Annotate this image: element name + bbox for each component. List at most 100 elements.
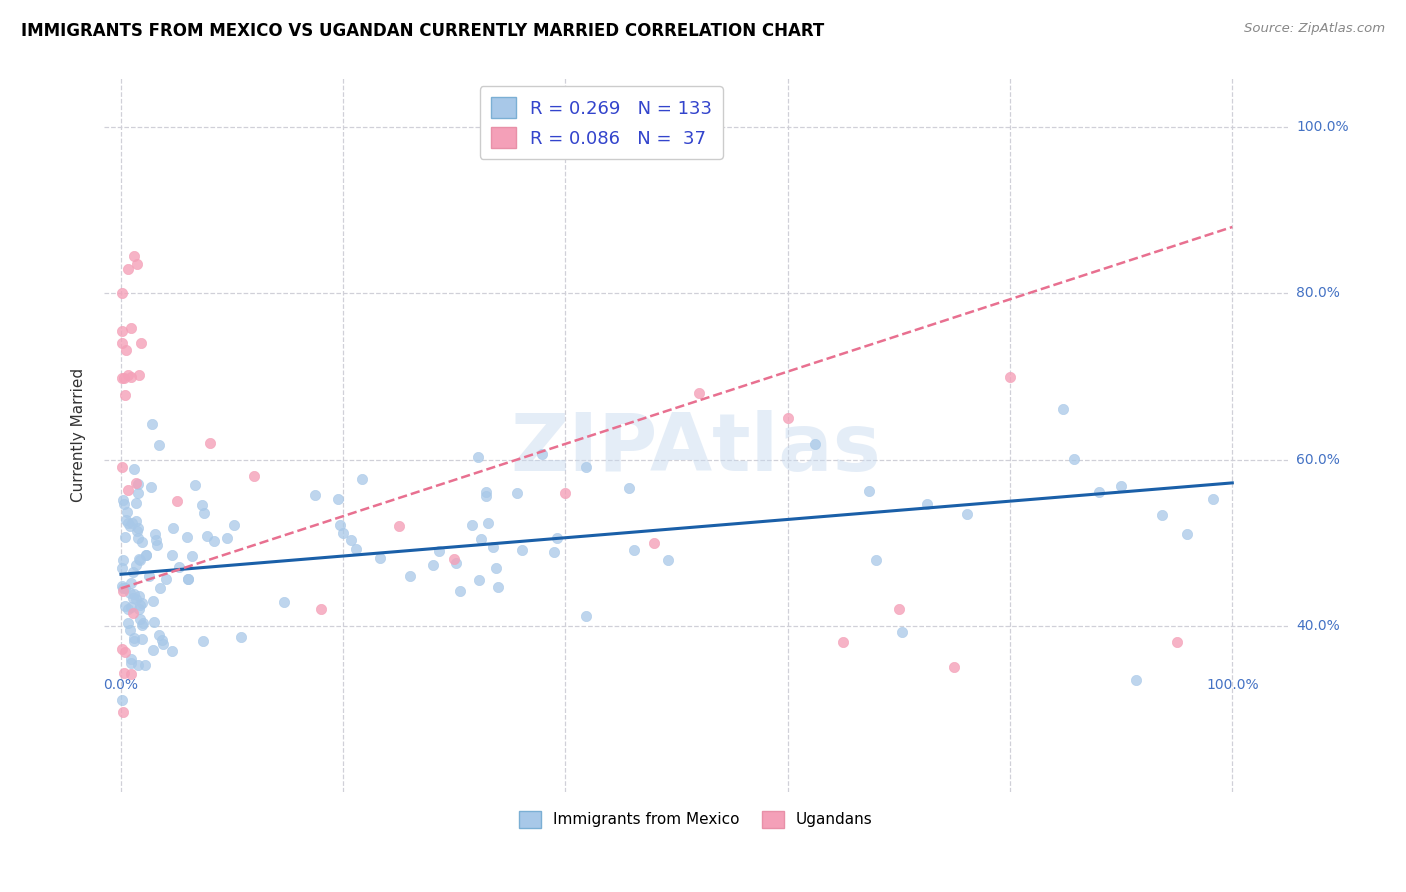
Point [112, 493, 135, 508]
Point [148, 581, 170, 595]
Text: Source: ZipAtlas.com: Source: ZipAtlas.com [1244, 22, 1385, 36]
Point [120, 599, 142, 614]
Point [215, 532, 238, 546]
Point [145, 533, 167, 548]
Text: 100.0%: 100.0% [1296, 120, 1348, 135]
Point [444, 557, 467, 571]
Point [915, 497, 938, 511]
Point [229, 630, 252, 644]
Point [510, 543, 533, 558]
Point [115, 513, 138, 527]
Point [114, 599, 136, 614]
Point [139, 481, 162, 495]
Point [125, 558, 148, 572]
Point [222, 517, 245, 532]
Point [128, 589, 150, 603]
Point [887, 602, 910, 616]
Point [776, 411, 799, 425]
Point [122, 587, 145, 601]
Point [486, 580, 509, 594]
Point [111, 579, 134, 593]
Point [111, 285, 134, 300]
Point [481, 541, 503, 555]
Point [118, 586, 141, 600]
Point [344, 542, 367, 557]
Point [112, 705, 135, 719]
Point [575, 609, 598, 624]
Point [243, 469, 266, 483]
Point [143, 527, 166, 541]
Point [121, 516, 143, 530]
Point [169, 559, 191, 574]
Point [111, 584, 134, 599]
Point [623, 543, 645, 558]
Point [506, 486, 529, 500]
Point [350, 472, 373, 486]
Point [127, 531, 149, 545]
Point [117, 516, 139, 530]
Point [468, 573, 491, 587]
Point [449, 583, 471, 598]
Text: ZIPAtlas: ZIPAtlas [510, 410, 882, 488]
Point [177, 573, 200, 587]
Point [142, 643, 165, 657]
Point [461, 518, 484, 533]
Point [467, 450, 489, 465]
Point [125, 475, 148, 490]
Point [120, 623, 142, 637]
Point [129, 598, 152, 612]
Point [197, 529, 219, 543]
Point [112, 371, 135, 385]
Point [114, 645, 136, 659]
Point [643, 535, 665, 549]
Point [546, 531, 568, 545]
Point [125, 524, 148, 539]
Point [326, 491, 349, 506]
Point [128, 368, 150, 382]
Point [890, 624, 912, 639]
Point [125, 514, 148, 528]
Point [124, 249, 146, 263]
Point [273, 595, 295, 609]
Point [112, 666, 135, 681]
Point [998, 369, 1021, 384]
Text: 100.0%: 100.0% [1206, 678, 1258, 691]
Point [120, 321, 142, 335]
Point [475, 489, 498, 503]
Point [150, 633, 173, 648]
Point [956, 508, 979, 522]
Point [575, 459, 598, 474]
Point [122, 566, 145, 580]
Point [114, 581, 136, 595]
Point [1063, 452, 1085, 467]
Point [124, 462, 146, 476]
Point [152, 637, 174, 651]
Point [111, 561, 134, 575]
Point [129, 553, 152, 567]
Point [127, 485, 149, 500]
Point [1166, 635, 1188, 649]
Point [1109, 479, 1132, 493]
Point [141, 417, 163, 432]
Point [181, 549, 204, 563]
Point [131, 534, 153, 549]
Point [117, 616, 139, 631]
Point [145, 538, 167, 552]
Point [166, 494, 188, 508]
Point [368, 550, 391, 565]
Point [117, 483, 139, 497]
Point [131, 632, 153, 647]
Point [530, 447, 553, 461]
Point [617, 481, 640, 495]
Point [155, 573, 177, 587]
Point [148, 628, 170, 642]
Point [340, 533, 363, 547]
Point [475, 485, 498, 500]
Point [1052, 401, 1074, 416]
Point [131, 596, 153, 610]
Point [122, 631, 145, 645]
Point [388, 519, 411, 533]
Point [1125, 673, 1147, 688]
Point [127, 658, 149, 673]
Point [127, 521, 149, 535]
